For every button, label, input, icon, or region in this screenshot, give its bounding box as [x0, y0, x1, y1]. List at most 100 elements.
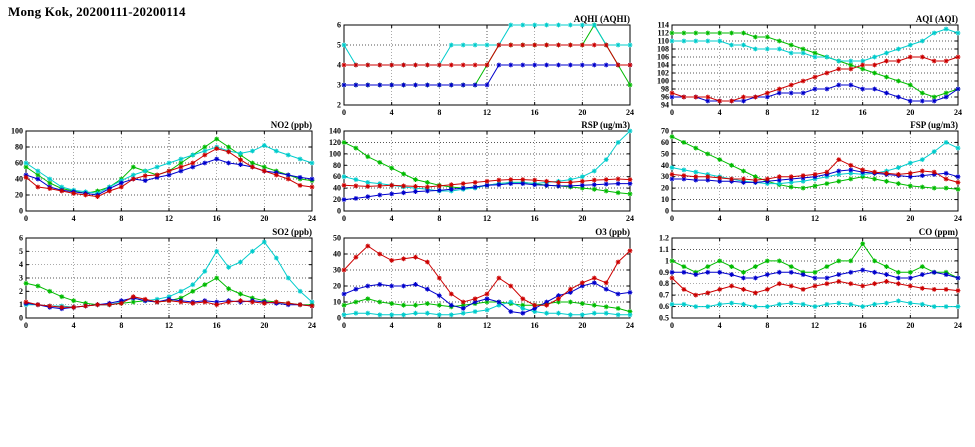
- series-markers-blue: [669, 267, 961, 281]
- chart-canvas-aqhi: 2 3 4 5 6 0 4 8 12 16 20 24 AQHI (AQHI): [337, 14, 634, 117]
- x-tick-label: 24: [626, 108, 634, 117]
- x-tick-label: 12: [165, 214, 173, 223]
- y-tick-label: 110: [657, 37, 669, 46]
- x-tick-label: 4: [72, 321, 76, 330]
- y-tick-label: 40: [661, 161, 669, 170]
- chart-title-o3: O3 (ppb): [595, 227, 630, 237]
- y-tick-label: 0: [337, 207, 341, 216]
- chart-canvas-fsp: 0 10 20 30 40 50 60 70 0 4 8 12 16 20 24 FSP (ug/m3): [661, 120, 962, 223]
- x-tick-label: 20: [906, 321, 914, 330]
- x-tick-label: 12: [811, 214, 819, 223]
- x-tick-label: 4: [718, 108, 722, 117]
- series-markers-red: [23, 146, 315, 199]
- chart-title-fsp: FSP (ug/m3): [910, 120, 958, 130]
- y-tick-label: 60: [661, 138, 669, 147]
- x-tick-label: 8: [119, 321, 123, 330]
- x-tick-label: 8: [119, 214, 123, 223]
- x-tick-label: 4: [390, 108, 394, 117]
- y-tick-label: 98: [661, 85, 669, 94]
- x-tick-label: 8: [765, 108, 769, 117]
- y-tick-label: 0: [337, 314, 341, 323]
- y-tick-label: 3: [337, 81, 341, 90]
- y-tick-label: 108: [657, 45, 669, 54]
- x-tick-label: 16: [859, 108, 867, 117]
- x-tick-label: 16: [531, 108, 539, 117]
- y-tick-label: 100: [657, 77, 669, 86]
- y-tick-label: 40: [333, 250, 341, 259]
- series-markers-red: [669, 157, 961, 185]
- y-tick-label: 50: [333, 234, 341, 243]
- chart-title-co: CO (ppm): [919, 227, 958, 237]
- y-tick-label: 30: [661, 172, 669, 181]
- x-tick-label: 8: [765, 321, 769, 330]
- x-tick-label: 4: [718, 214, 722, 223]
- y-tick-label: 0: [19, 314, 23, 323]
- x-tick-label: 20: [906, 214, 914, 223]
- y-tick-label: 4: [337, 61, 341, 70]
- y-tick-label: 94: [661, 101, 669, 110]
- y-tick-label: 5: [19, 247, 23, 256]
- chart-o3: 0 10 20 30 40 50 0 4 8 12 16 20 24 O3 (ppb): [318, 226, 638, 330]
- chart-title-rsp: RSP (ug/m3): [581, 120, 630, 130]
- x-tick-label: 16: [213, 321, 221, 330]
- y-tick-label: 10: [333, 298, 341, 307]
- y-tick-label: 40: [15, 175, 23, 184]
- series-markers-red: [669, 54, 961, 104]
- x-tick-label: 24: [954, 108, 962, 117]
- y-tick-label: 100: [11, 127, 23, 136]
- series-markers-cyan: [341, 299, 633, 318]
- x-tick-label: 16: [531, 214, 539, 223]
- y-tick-label: 112: [657, 29, 669, 38]
- series-line-green: [671, 136, 959, 190]
- y-tick-label: 106: [657, 53, 669, 62]
- chart-title-aqhi: AQHI (AQHI): [574, 14, 630, 24]
- y-tick-label: 20: [661, 184, 669, 193]
- series-markers-red: [341, 243, 633, 308]
- x-tick-label: 0: [342, 108, 346, 117]
- y-tick-label: 1.1: [659, 245, 669, 254]
- chart-canvas-rsp: 0 20 40 60 80 100 120 140 0 4 8 12 16 20 24 RSP (ug/m3): [329, 120, 634, 223]
- y-tick-label: 10: [661, 195, 669, 204]
- x-tick-label: 24: [954, 321, 962, 330]
- y-tick-label: 114: [657, 21, 669, 30]
- x-tick-label: 8: [437, 214, 441, 223]
- x-tick-label: 16: [859, 214, 867, 223]
- chart-aqhi: 2 3 4 5 6 0 4 8 12 16 20 24 AQHI (AQHI): [318, 13, 638, 117]
- y-tick-label: 140: [329, 127, 341, 136]
- y-tick-label: 1: [665, 256, 669, 265]
- y-tick-label: 60: [15, 159, 23, 168]
- x-tick-label: 24: [308, 214, 316, 223]
- y-tick-label: 104: [657, 61, 669, 70]
- x-tick-label: 0: [670, 108, 674, 117]
- x-tick-label: 16: [859, 321, 867, 330]
- y-tick-label: 100: [329, 149, 341, 158]
- y-tick-label: 4: [19, 260, 23, 269]
- series-markers-green: [669, 134, 961, 192]
- x-tick-label: 8: [765, 214, 769, 223]
- x-tick-label: 24: [954, 214, 962, 223]
- x-tick-label: 12: [483, 321, 491, 330]
- chart-title-aqi: AQI (AQI): [916, 14, 958, 24]
- chart-so2: 0 1 2 3 4 5 6 0 4 8 12 16 20 24 SO2 (ppb): [0, 226, 320, 330]
- x-tick-label: 20: [578, 108, 586, 117]
- page-title: Mong Kok, 20200111-20200114: [8, 4, 186, 19]
- y-tick-label: 0.6: [659, 302, 669, 311]
- y-tick-label: 20: [333, 282, 341, 291]
- y-tick-label: 2: [19, 287, 23, 296]
- x-tick-label: 24: [626, 321, 634, 330]
- y-tick-label: 6: [19, 234, 23, 243]
- chart-co: 0.5 0.6 0.7 0.8 0.9 1 1.1 1.2 0 4 8 12 16 20 24 CO (ppm…: [646, 226, 966, 330]
- x-tick-label: 8: [437, 108, 441, 117]
- x-tick-label: 24: [626, 214, 634, 223]
- chart-title-so2: SO2 (ppb): [272, 227, 312, 237]
- y-tick-label: 0: [665, 207, 669, 216]
- x-tick-label: 16: [213, 214, 221, 223]
- y-tick-label: 50: [661, 149, 669, 158]
- y-tick-label: 5: [337, 41, 341, 50]
- x-tick-label: 24: [308, 321, 316, 330]
- y-tick-label: 102: [657, 69, 669, 78]
- x-tick-label: 0: [24, 214, 28, 223]
- x-tick-label: 20: [260, 321, 268, 330]
- y-tick-label: 6: [337, 21, 341, 30]
